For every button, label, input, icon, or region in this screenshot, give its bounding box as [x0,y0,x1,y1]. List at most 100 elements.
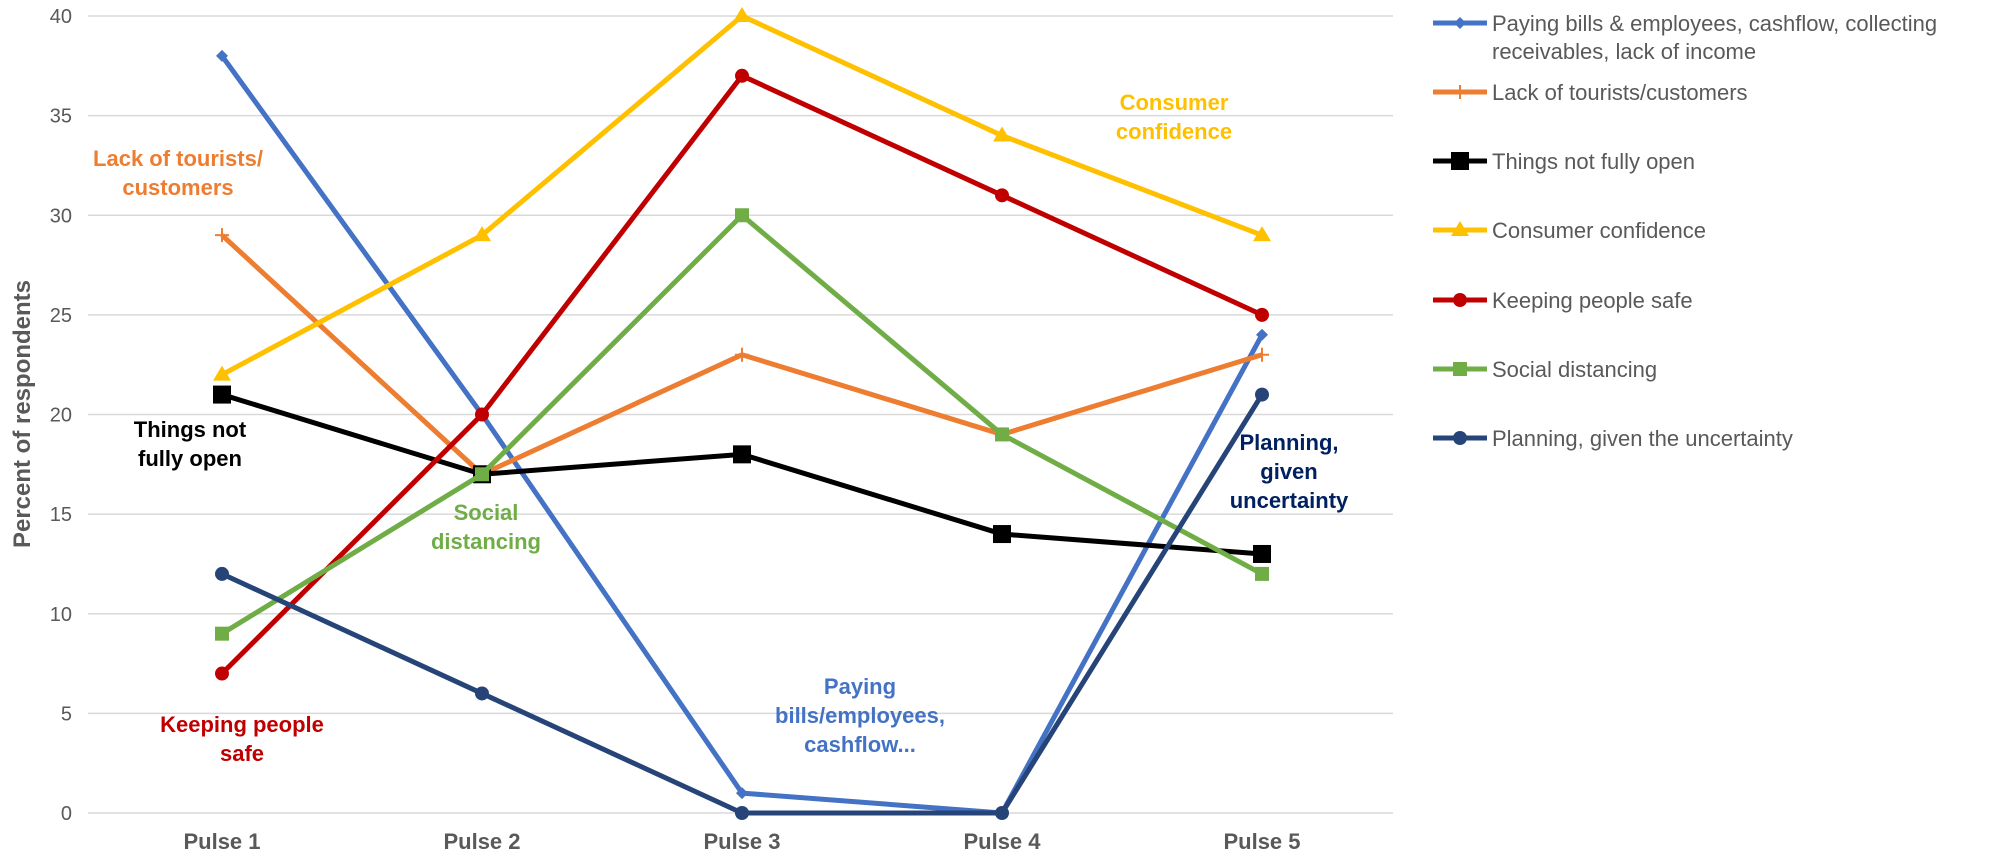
annotation-label: bills/employees, [775,703,945,728]
legend-item-lack-of-tourists-customers: Lack of tourists/customers [1433,80,1748,105]
data-point [473,226,491,242]
legend-item-paying-bills-employees-cashflow-collecting-receivables-lack-of-income: Paying bills & employees, cashflow, coll… [1433,11,1937,64]
y-tick-label: 15 [50,504,72,526]
data-point [993,525,1011,544]
data-point [993,126,1011,142]
series-line [220,212,1264,636]
x-tick-label: Pulse 3 [703,829,780,854]
annotations: Lack of tourists/customers Things not full… [93,90,1349,766]
data-point [215,228,229,243]
y-tick-label: 30 [50,205,72,227]
data-point [215,666,229,681]
data-point [995,427,1009,442]
annotation-label: Consumer [1120,90,1229,115]
data-point [215,566,229,581]
legend-swatch-marker [1453,85,1467,99]
legend-item-things-not-fully-open: Things not fully open [1433,149,1695,174]
y-tick-label: 5 [61,703,72,725]
data-point [216,49,228,62]
series-line [219,54,1265,816]
x-tick-label: Pulse 1 [183,829,260,854]
data-point [733,7,751,22]
legend-label: Keeping people safe [1492,288,1693,313]
legend-label: Social distancing [1492,357,1657,382]
data-point [1253,226,1271,242]
y-tick-label: 25 [50,305,72,327]
data-point [1256,328,1268,341]
legend-swatch-marker [1453,362,1467,376]
data-point [1255,347,1269,362]
legend-swatch-marker [1453,293,1467,307]
data-point [1255,387,1269,402]
legend: Paying bills & employees, cashflow, coll… [1433,11,1937,451]
annotation-label: Planning, [1240,430,1339,455]
series-planning-given-the-uncertainty [215,387,1269,820]
annotation-label: Things not [134,417,247,442]
y-tick-label: 0 [61,803,72,825]
data-point [736,787,748,800]
annotation-label: cashflow... [804,732,916,757]
legend-swatch-marker [1451,152,1469,170]
legend-item-keeping-people-safe: Keeping people safe [1433,288,1693,313]
series-paying-bills-employees-cashflow-collecting-receivables-lack-of-income [216,49,1268,819]
data-point [735,806,749,820]
y-tick-label: 35 [50,106,72,128]
x-axis-ticks: Pulse 1 Pulse 2 Pulse 3 Pulse 4 Pulse 5 [183,829,1300,854]
annotation-label: safe [220,741,264,766]
annotation-label: customers [122,175,233,200]
data-point [213,385,231,404]
x-tick-label: Pulse 5 [1223,829,1300,854]
data-point [475,407,489,422]
annotation-label: Paying [824,674,896,699]
data-point [735,347,749,362]
x-tick-label: Pulse 2 [443,829,520,854]
annotation-label: confidence [1116,119,1232,144]
legend-item-planning-given-the-uncertainty: Planning, given the uncertainty [1433,426,1793,451]
series-social-distancing [215,208,1269,641]
x-tick-label: Pulse 4 [963,829,1041,854]
data-point [735,208,749,223]
data-point [1255,566,1269,581]
data-point [475,686,489,701]
legend-item-social-distancing: Social distancing [1433,357,1657,382]
data-point [995,806,1009,820]
series-line [221,392,1263,557]
series-things-not-fully-open [213,385,1271,563]
data-point [1255,307,1269,322]
y-tick-label: 20 [50,405,72,427]
legend-label: receivables, lack of income [1492,39,1756,64]
legend-label: Things not fully open [1492,149,1695,174]
legend-label: Planning, given the uncertainty [1492,426,1793,451]
annotation-label: distancing [431,529,541,554]
annotation-label: given [1260,459,1317,484]
annotation-label: fully open [138,446,242,471]
data-point [995,188,1009,203]
y-axis-ticks: 0 5 10 15 20 25 30 35 40 [50,6,72,825]
data-point [1253,544,1271,563]
data-point [733,445,751,464]
series-lines [213,7,1271,820]
annotation-label: uncertainty [1230,488,1349,513]
legend-swatch-marker [1451,221,1469,236]
annotation-label: Social [454,500,519,525]
data-point [735,68,749,83]
y-tick-label: 40 [50,6,72,28]
legend-swatch-marker [1454,17,1466,29]
data-point [213,365,231,381]
legend-label: Lack of tourists/customers [1492,80,1748,105]
y-tick-label: 10 [50,604,72,626]
legend-swatch-marker [1453,431,1467,445]
series-keeping-people-safe [215,68,1269,681]
annotation-label: Lack of tourists/ [93,146,263,171]
data-point [215,626,229,641]
y-axis-label: Percent of respondents [9,280,36,548]
annotation-label: Keeping people [160,712,324,737]
legend-label: Paying bills & employees, cashflow, coll… [1492,11,1937,36]
series-line [220,73,1264,676]
series-consumer-confidence [213,7,1271,381]
legend-label: Consumer confidence [1492,218,1706,243]
data-point [475,467,489,482]
legend-item-consumer-confidence: Consumer confidence [1433,218,1706,243]
